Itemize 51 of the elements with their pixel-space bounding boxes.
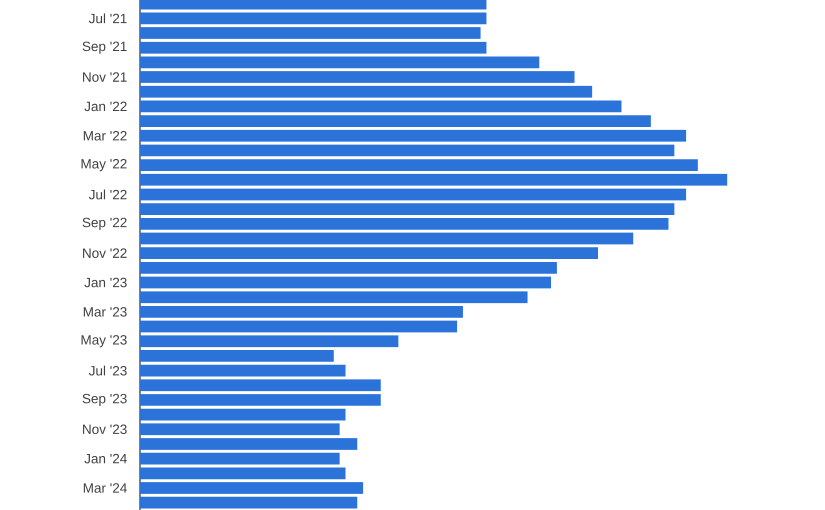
bar xyxy=(140,232,634,244)
bar xyxy=(140,496,358,509)
bar xyxy=(140,86,592,98)
y-tick-label: Jul '23 xyxy=(88,366,127,376)
bar xyxy=(140,247,598,260)
bar xyxy=(140,71,575,83)
y-tick-label: Nov '22 xyxy=(83,248,127,258)
y-tick-label: Mar '23 xyxy=(84,307,127,317)
y-tick-label: Jan '23 xyxy=(84,278,127,288)
bar xyxy=(140,306,463,318)
bar xyxy=(140,276,552,288)
bar xyxy=(140,320,458,332)
bar xyxy=(140,12,486,24)
bar xyxy=(140,452,340,465)
y-tick-label: May '23 xyxy=(82,335,127,348)
bar xyxy=(140,364,346,376)
bar xyxy=(140,56,540,68)
bar xyxy=(140,408,346,420)
bar xyxy=(140,394,381,406)
y-tick-label: Jul '21 xyxy=(88,13,127,24)
bar xyxy=(140,262,557,274)
bar xyxy=(140,159,698,171)
bar xyxy=(140,467,346,480)
y-tick-label: Mar '24 xyxy=(84,483,127,493)
bar xyxy=(140,350,334,362)
y-tick-label: Jan '24 xyxy=(84,454,127,464)
bar xyxy=(140,174,728,186)
y-tick-label: Jan '22 xyxy=(84,102,127,112)
bar xyxy=(140,100,622,112)
y-tick-label: May '22 xyxy=(82,159,127,172)
y-tick-label: Sep '21 xyxy=(82,42,127,54)
bar xyxy=(140,379,381,392)
bar xyxy=(140,42,486,54)
bar xyxy=(140,130,686,142)
bar xyxy=(140,203,674,216)
bar xyxy=(140,188,686,200)
bar xyxy=(140,423,340,436)
y-tick-label: Nov '21 xyxy=(83,72,127,82)
bar xyxy=(140,27,481,39)
bar xyxy=(140,335,398,348)
y-tick-label: Nov '23 xyxy=(83,424,127,434)
bar xyxy=(140,115,651,127)
y-tick-label: Sep '23 xyxy=(82,394,127,406)
bar xyxy=(140,438,358,450)
y-tick-label: Sep '22 xyxy=(82,218,127,230)
bar xyxy=(140,144,674,156)
y-tick-label: Jul '22 xyxy=(88,190,127,200)
bar xyxy=(140,218,668,230)
y-tick-label: Mar '22 xyxy=(84,130,127,141)
bar xyxy=(140,291,528,304)
bar xyxy=(140,482,364,494)
